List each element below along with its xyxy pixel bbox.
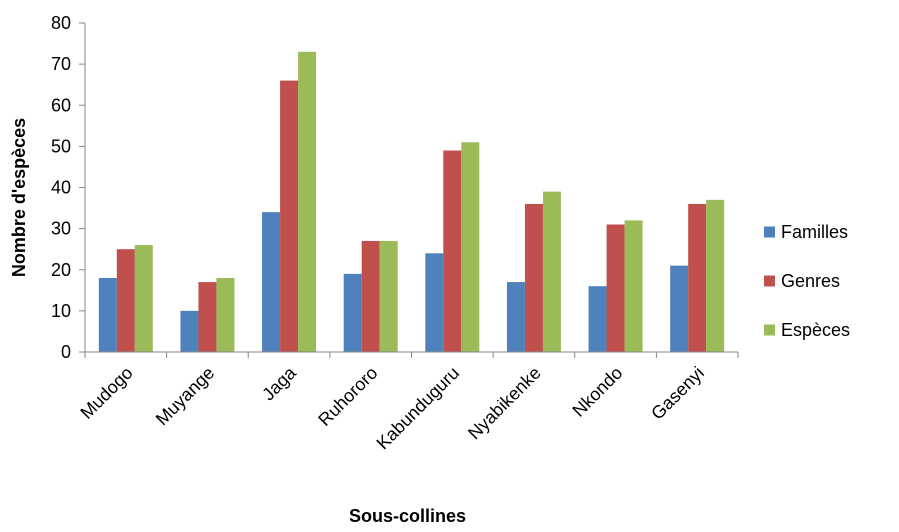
x-axis-title: Sous-collines [349, 506, 466, 526]
x-tick-label: Gasenyi [647, 363, 708, 424]
y-tick-label: 30 [51, 219, 71, 239]
bar-genres-mudogo [116, 249, 135, 352]
bar-espèces-gasenyi [706, 199, 725, 352]
y-tick-label: 80 [51, 13, 71, 33]
legend-label: Genres [781, 271, 840, 291]
bar-familles-jaga [262, 212, 281, 352]
x-tick-label: Muyange [152, 363, 219, 430]
bar-familles-mudogo [98, 277, 117, 352]
y-tick-label: 70 [51, 54, 71, 74]
bar-familles-gasenyi [670, 265, 689, 352]
bar-familles-muyange [180, 310, 199, 352]
bar-espèces-muyange [216, 277, 235, 352]
bar-genres-jaga [280, 80, 299, 352]
x-tick-label: Nkondo [568, 363, 626, 421]
y-tick-label: 20 [51, 260, 71, 280]
x-tick-label: Ruhororo [314, 363, 381, 430]
bar-espèces-ruhororo [379, 240, 398, 352]
legend-swatch-espèces [764, 324, 775, 336]
legend-swatch-genres [764, 275, 775, 287]
bar-espèces-mudogo [134, 245, 153, 352]
bar-genres-kabunduguru [443, 150, 462, 352]
bar-genres-muyange [198, 282, 217, 352]
bar-espèces-kabunduguru [461, 142, 480, 352]
legend: Familles Genres Espèces [764, 222, 850, 340]
bar-genres-nyabikenke [524, 203, 543, 352]
bar-familles-nyabikenke [506, 282, 525, 352]
bar-espèces-nkondo [624, 220, 643, 352]
bar-espèces-jaga [298, 51, 317, 352]
y-tick-label: 40 [51, 178, 71, 198]
y-tick-label: 0 [61, 342, 71, 362]
bar-familles-nkondo [588, 286, 607, 352]
bars [98, 51, 725, 352]
y-tick-label: 50 [51, 136, 71, 156]
x-tick-label: Kabunduguru [373, 363, 464, 454]
bar-familles-kabunduguru [425, 253, 444, 352]
y-axis-title: Nombre d'espèces [9, 118, 29, 277]
bar-genres-gasenyi [688, 203, 707, 352]
x-axis-ticks [84, 352, 739, 358]
x-tick-label: Mudogo [76, 363, 136, 423]
y-tick-label: 10 [51, 301, 71, 321]
legend-label: Espèces [781, 320, 850, 340]
y-tick-label: 60 [51, 95, 71, 115]
x-tick-label: Nyabikenke [464, 363, 545, 444]
bar-espèces-nyabikenke [542, 191, 561, 352]
bar-familles-ruhororo [343, 273, 362, 352]
x-tick-label: Jaga [258, 362, 300, 404]
legend-label: Familles [781, 222, 848, 242]
legend-swatch-familles [764, 226, 775, 238]
y-axis-ticks: 0 10 20 30 40 50 60 70 80 [51, 13, 85, 362]
bar-genres-nkondo [606, 224, 625, 352]
bar-genres-ruhororo [361, 240, 380, 352]
